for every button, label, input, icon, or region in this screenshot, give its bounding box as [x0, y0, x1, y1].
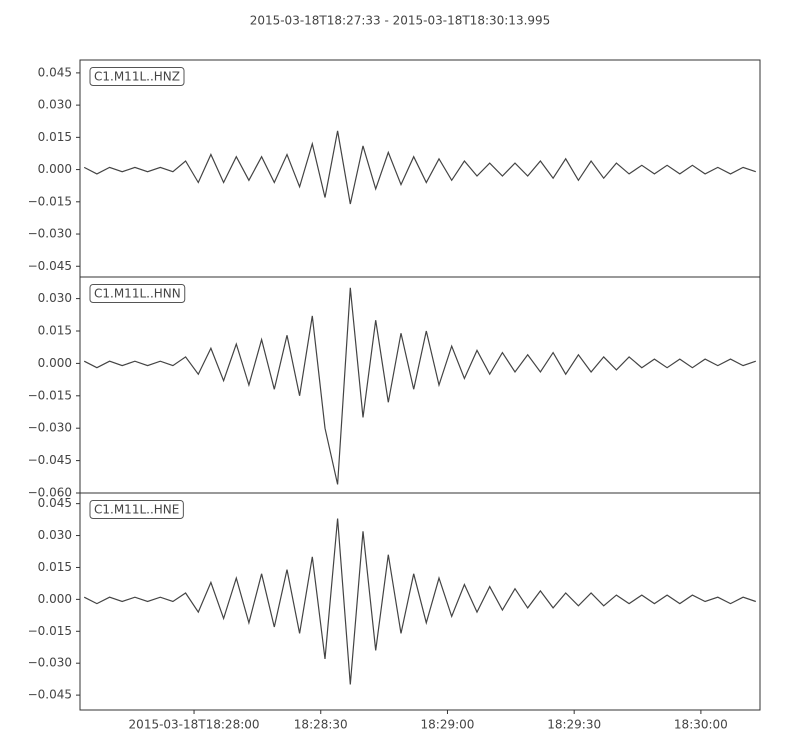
y-tick-label: 0.000 [38, 162, 72, 176]
y-tick-label: 0.000 [38, 592, 72, 606]
y-tick-label: −0.015 [28, 194, 72, 208]
trace-label-box [89, 500, 184, 519]
trace-label-box [89, 284, 186, 303]
figure-title: 2015-03-18T18:27:33 - 2015-03-18T18:30:1… [250, 14, 551, 28]
y-tick-label: 0.015 [38, 560, 72, 574]
y-tick-label: −0.045 [28, 259, 72, 273]
y-tick-label: 0.045 [38, 496, 72, 510]
waveform [83, 518, 756, 685]
x-tick-label: 18:28:30 [294, 718, 348, 732]
trace-label: C1.M11L..HNZ [94, 70, 180, 84]
x-tick-label: 18:29:00 [421, 718, 475, 732]
y-tick-label: −0.015 [28, 388, 72, 402]
waveform [83, 130, 756, 205]
panel-frame [79, 492, 761, 711]
x-tick-label: 18:29:30 [547, 718, 601, 732]
x-tick-label: 18:30:00 [674, 718, 728, 732]
y-tick-label: 0.045 [38, 65, 72, 79]
y-tick-label: 0.030 [38, 291, 72, 305]
panel-frame [79, 276, 761, 494]
y-tick-label: −0.015 [28, 624, 72, 638]
trace-label-box [89, 67, 185, 86]
y-tick-label: −0.030 [28, 421, 72, 435]
y-tick-label: −0.045 [28, 688, 72, 702]
y-tick-label: 0.000 [38, 356, 72, 370]
y-tick-label: 0.030 [38, 528, 72, 542]
y-tick-label: −0.030 [28, 656, 72, 670]
y-tick-label: −0.060 [28, 486, 72, 500]
y-tick-label: 0.015 [38, 130, 72, 144]
x-tick-label: 2015-03-18T18:28:00 [129, 718, 260, 732]
y-tick-label: −0.045 [28, 453, 72, 467]
y-tick-label: 0.015 [38, 324, 72, 338]
trace-label: C1.M11L..HNN [94, 287, 181, 301]
waveform [83, 287, 756, 485]
trace-label: C1.M11L..HNE [94, 503, 179, 517]
y-tick-label: 0.030 [38, 98, 72, 112]
y-tick-label: −0.030 [28, 227, 72, 241]
